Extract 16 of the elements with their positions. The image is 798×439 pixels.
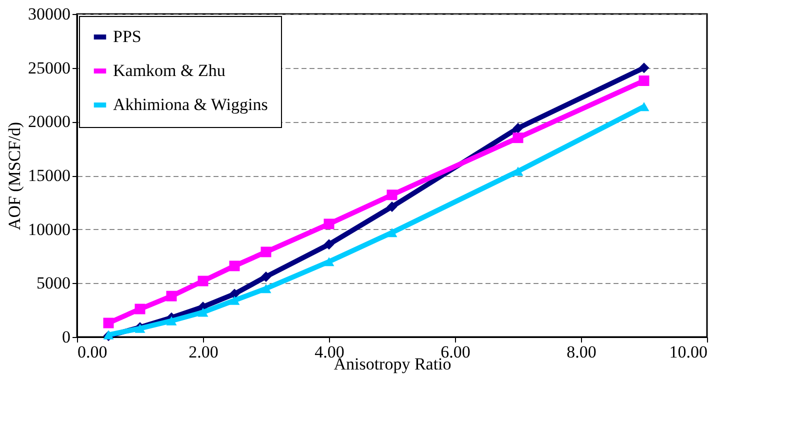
y-tick-label: 15000 (28, 166, 70, 185)
x-tick-label: 0.00 (78, 342, 108, 362)
legend-label: Kamkom & Zhu (113, 61, 226, 80)
y-tick-label: 30000 (28, 4, 70, 24)
y-tick-label: 0 (62, 328, 70, 346)
x-tick-label: 10.00 (669, 342, 708, 362)
legend-label: PPS (113, 27, 142, 46)
x-tick-label: 8.00 (566, 342, 596, 362)
legend-label: Akhimiona & Wiggins (113, 95, 268, 114)
y-tick-label: 20000 (28, 112, 70, 132)
y-tick-label: 10000 (28, 220, 70, 239)
y-tick-label: 5000 (36, 274, 70, 293)
y-tick-label: 25000 (28, 58, 70, 78)
x-tick-label: 2.00 (188, 342, 218, 362)
y-axis-title: AOF (MSCF/d) (5, 122, 24, 230)
x-tick-label: 6.00 (440, 342, 470, 362)
